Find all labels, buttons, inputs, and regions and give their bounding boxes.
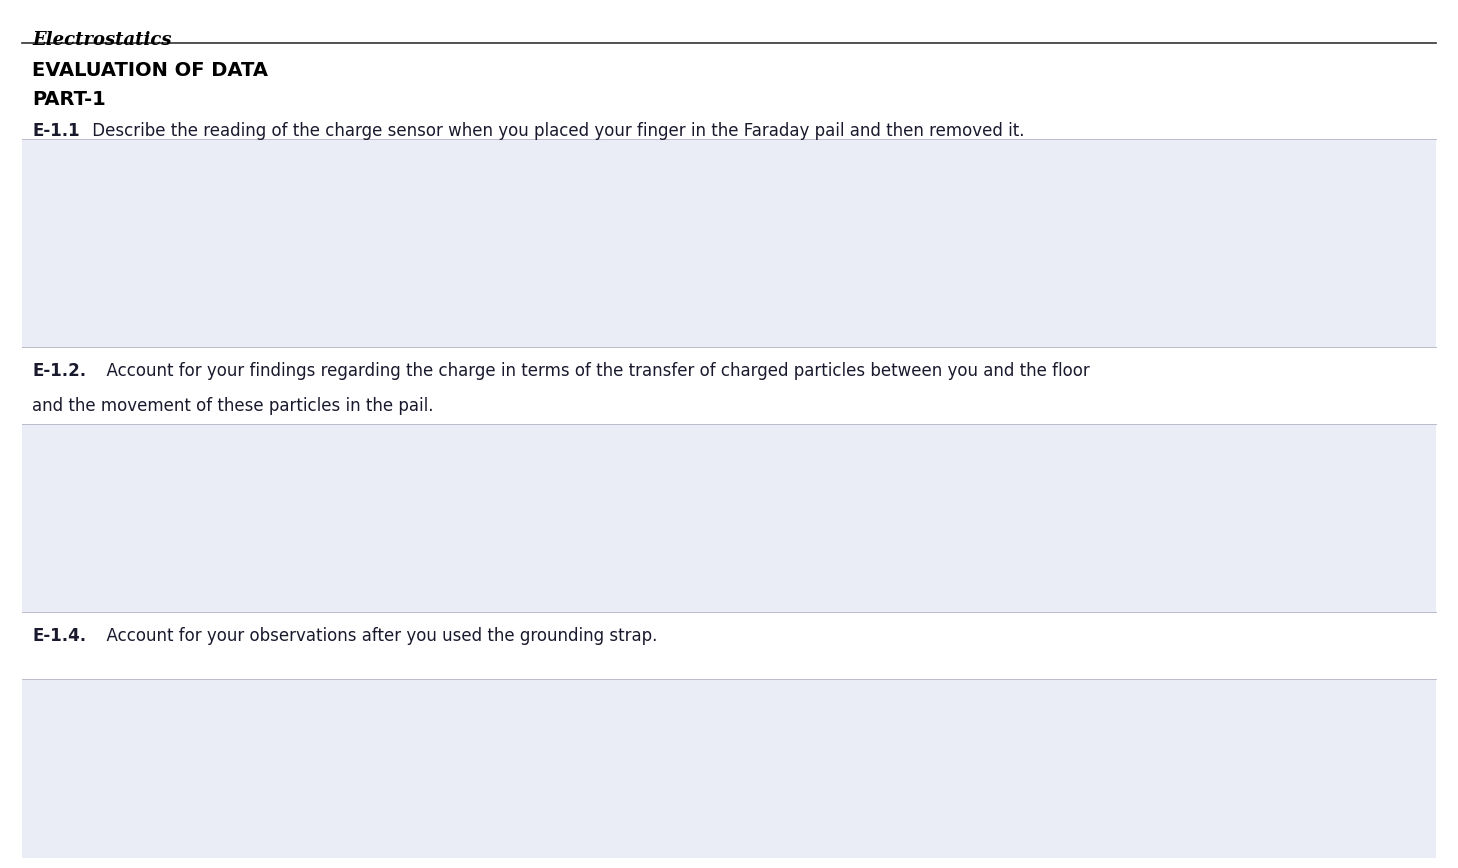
Text: Electrostatics: Electrostatics	[32, 31, 172, 49]
Text: Account for your findings regarding the charge in terms of the transfer of charg: Account for your findings regarding the …	[96, 362, 1091, 380]
Bar	[22, 139, 1436, 347]
Bar	[22, 424, 1436, 612]
Text: Account for your observations after you used the grounding strap.: Account for your observations after you …	[96, 627, 658, 645]
Bar	[22, 679, 1436, 858]
Text: and the movement of these particles in the pail.: and the movement of these particles in t…	[32, 397, 433, 415]
Text: EVALUATION OF DATA: EVALUATION OF DATA	[32, 61, 268, 80]
Text: E-1.2.: E-1.2.	[32, 362, 86, 380]
Text: Describe the reading of the charge sensor when you placed your finger in the Far: Describe the reading of the charge senso…	[87, 122, 1025, 140]
Text: PART-1: PART-1	[32, 90, 106, 109]
Text: E-1.4.: E-1.4.	[32, 627, 86, 645]
Text: E-1.1: E-1.1	[32, 122, 80, 140]
